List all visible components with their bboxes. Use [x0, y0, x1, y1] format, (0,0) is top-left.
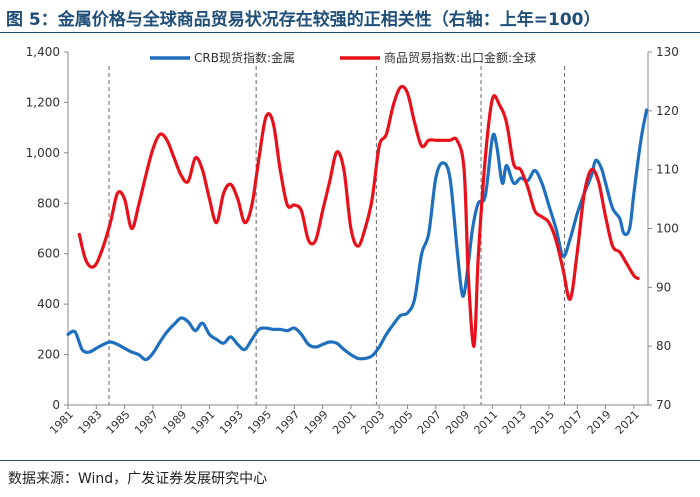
x-tick-label: 2009	[443, 408, 472, 437]
x-tick-label: 1989	[160, 408, 189, 437]
title-bar	[0, 0, 700, 33]
x-tick-label: 2017	[556, 408, 585, 437]
series-group	[66, 84, 649, 362]
x-tick-label: 2003	[358, 408, 387, 437]
x-tick-label: 1985	[104, 408, 133, 437]
figure-title: 图 5：金属价格与全球商品贸易状况存在较强的正相关性（右轴：上年=100）	[6, 10, 601, 30]
source-note: 数据来源：Wind，广发证券发展研究中心	[8, 471, 268, 487]
axes: 0 200 400 600 800 1,000 1,200 1,400 70 80 90 100 110…	[26, 45, 679, 437]
x-tick-label: 1987	[132, 408, 161, 437]
left-tick-label: 0	[52, 398, 60, 412]
left-tick-label: 1,200	[26, 95, 60, 109]
x-tick-label: 1993	[217, 408, 246, 437]
left-tick-label: 400	[37, 297, 60, 311]
left-tick-label: 600	[37, 247, 60, 261]
right-tick-label: 130	[656, 45, 679, 59]
left-tick-label: 200	[37, 348, 60, 362]
left-tick-label: 800	[37, 196, 60, 210]
x-tick-label: 1995	[245, 408, 274, 437]
x-tick-label: 1997	[273, 408, 302, 437]
x-tick-label: 2013	[500, 408, 529, 437]
x-tick-label: 2001	[330, 408, 359, 437]
right-tick-label: 110	[656, 163, 679, 177]
vertical-markers	[108, 66, 566, 405]
source-divider	[0, 460, 700, 461]
trade-export-series-line	[77, 84, 640, 348]
left-tick-label: 1,000	[26, 146, 60, 160]
line-chart: 0 200 400 600 800 1,000 1,200 1,400 70 80 90 100 110…	[26, 45, 679, 437]
x-tick-label: 2011	[472, 408, 501, 437]
right-tick-label: 80	[656, 339, 671, 353]
x-tick-label: 1981	[47, 408, 76, 437]
legend-trade-label: 商品贸易指数:出口金额:全球	[384, 50, 536, 65]
right-tick-label: 120	[656, 104, 679, 118]
x-tick-label: 1991	[189, 408, 218, 437]
right-tick-label: 90	[656, 280, 671, 294]
left-tick-label: 1,400	[26, 45, 60, 59]
x-tick-label: 2021	[613, 408, 642, 437]
x-tick-label: 2019	[585, 408, 614, 437]
x-tick-label: 1983	[75, 408, 104, 437]
x-tick-label: 2005	[387, 408, 416, 437]
x-tick-label: 2007	[415, 408, 444, 437]
x-tick-label: 2015	[528, 408, 557, 437]
right-tick-label: 100	[656, 222, 679, 236]
right-tick-label: 70	[656, 398, 671, 412]
crb-metal-series-line	[66, 108, 649, 362]
legend-crb-label: CRB现货指数:金属	[194, 50, 295, 65]
legend: CRB现货指数:金属 商品贸易指数:出口金额:全球	[150, 50, 536, 65]
x-tick-label: 1999	[302, 408, 331, 437]
